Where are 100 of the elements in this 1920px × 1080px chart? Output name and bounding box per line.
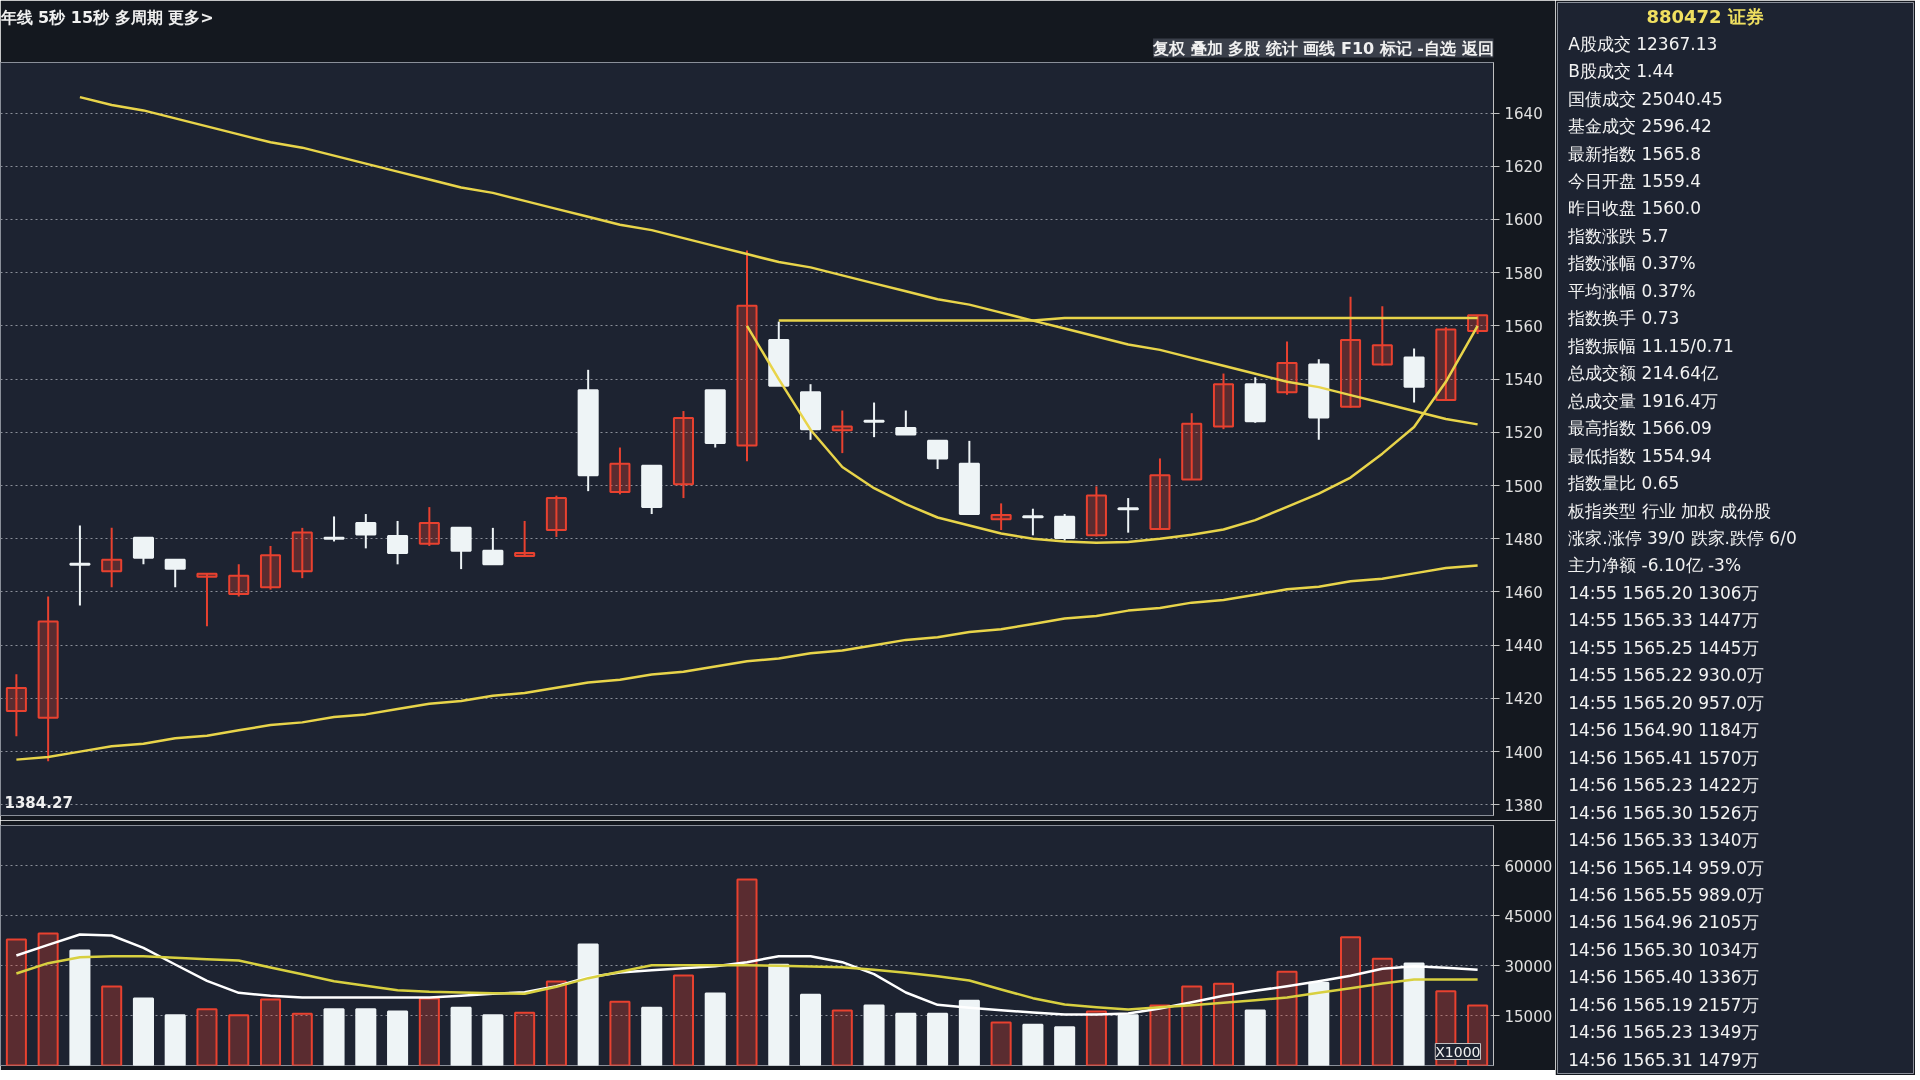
bar bbox=[800, 993, 822, 1066]
bar bbox=[1117, 1014, 1139, 1066]
text: 14:56 1565.31 1479万 bbox=[1568, 1049, 1759, 1070]
bar bbox=[1181, 985, 1203, 1066]
bar bbox=[927, 1012, 949, 1066]
text: 指数换手 0.73 bbox=[1567, 308, 1680, 329]
candlestick bbox=[418, 506, 440, 547]
y-tick-label: 1440 bbox=[1504, 637, 1543, 656]
text: 主力净额 -6.10亿 -3% bbox=[1568, 555, 1742, 576]
bar bbox=[164, 1014, 186, 1066]
bar bbox=[1212, 982, 1235, 1066]
bar bbox=[958, 999, 980, 1066]
text: 最新指数 1565.8 bbox=[1568, 143, 1702, 164]
text: 14:55 1565.25 1445万 bbox=[1568, 637, 1759, 658]
candlestick bbox=[164, 558, 186, 589]
y-tick-label: 1640 bbox=[1504, 105, 1543, 124]
bar bbox=[1085, 1010, 1107, 1066]
candlestick bbox=[132, 536, 154, 566]
y-tick-label: 30000 bbox=[1504, 957, 1553, 976]
bar bbox=[323, 1008, 345, 1066]
text: 14:56 1564.96 2105万 bbox=[1568, 912, 1759, 933]
text: 国债成交 25040.45 bbox=[1568, 88, 1723, 109]
candlestick bbox=[355, 513, 377, 550]
candlestick bbox=[387, 519, 409, 566]
bar bbox=[545, 980, 567, 1066]
bar bbox=[609, 1000, 631, 1066]
text: 880472 证券 bbox=[1646, 5, 1764, 27]
y-tick-label: 1560 bbox=[1504, 317, 1543, 336]
text: 14:56 1565.19 2157万 bbox=[1568, 994, 1759, 1015]
text: 最高指数 1566.09 bbox=[1568, 418, 1712, 439]
text: 涨家.涨停 39/0 跌家.跌停 6/0 bbox=[1568, 528, 1797, 548]
bar bbox=[1244, 1009, 1266, 1066]
y-tick-label: 1400 bbox=[1504, 743, 1543, 762]
bar bbox=[228, 1014, 250, 1066]
text: 指数涨跌 5.7 bbox=[1567, 225, 1669, 246]
text: 指数振幅 11.15/0.71 bbox=[1567, 335, 1734, 356]
text: 14:56 1565.14 959.0万 bbox=[1568, 857, 1764, 878]
candlestick bbox=[1276, 340, 1298, 396]
candlestick bbox=[514, 519, 536, 558]
text: 14:56 1565.23 1422万 bbox=[1568, 775, 1759, 796]
candlestick bbox=[927, 439, 949, 471]
candlestick bbox=[323, 515, 345, 543]
candlestick bbox=[990, 502, 1012, 531]
text: 年线 5秒 15秒 多周期 更多> bbox=[0, 7, 214, 27]
candlestick bbox=[1340, 295, 1362, 409]
y-tick-label: 1540 bbox=[1504, 371, 1543, 390]
y-tick-label: 15000 bbox=[1504, 1007, 1553, 1026]
line-series bbox=[15, 954, 1479, 1011]
text: 指数量比 0.65 bbox=[1567, 473, 1680, 494]
candlestick bbox=[863, 401, 885, 439]
bar bbox=[1340, 936, 1362, 1066]
bar bbox=[291, 1012, 313, 1066]
candlestick bbox=[482, 526, 504, 566]
bar bbox=[704, 992, 726, 1066]
bar bbox=[387, 1010, 409, 1066]
y-tick-label: 1600 bbox=[1504, 211, 1543, 230]
text: 指数涨幅 0.37% bbox=[1567, 253, 1696, 274]
candlestick bbox=[1435, 326, 1457, 401]
bar bbox=[482, 1014, 504, 1066]
bar bbox=[1403, 962, 1425, 1066]
text: B股成交 1.44 bbox=[1568, 61, 1675, 82]
text: 14:56 1565.33 1340万 bbox=[1568, 830, 1759, 851]
candlestick bbox=[1371, 305, 1393, 367]
text: 复权 叠加 多股 统计 画线 F10 标记 -自选 返回 bbox=[1152, 38, 1494, 58]
candlestick bbox=[609, 446, 631, 496]
candlestick bbox=[1022, 507, 1044, 537]
bar bbox=[895, 1012, 917, 1066]
bar bbox=[1276, 970, 1298, 1066]
text: 今日开盘 1559.4 bbox=[1568, 171, 1702, 191]
bar bbox=[101, 985, 123, 1066]
candlestick bbox=[291, 526, 313, 580]
candlestick bbox=[5, 673, 27, 738]
candlestick bbox=[1181, 412, 1203, 481]
text: 14:55 1565.33 1447万 bbox=[1568, 610, 1759, 631]
text: 14:56 1565.55 989.0万 bbox=[1568, 885, 1764, 905]
text: 14:56 1565.30 1526万 bbox=[1568, 802, 1759, 823]
text: 总成交量 1916.4万 bbox=[1567, 390, 1719, 411]
bar bbox=[450, 1006, 472, 1066]
candlestick bbox=[831, 409, 853, 455]
text: 14:55 1565.22 930.0万 bbox=[1568, 665, 1764, 686]
bar bbox=[1054, 1026, 1076, 1066]
bar bbox=[259, 998, 282, 1066]
y-tick-label: 1520 bbox=[1504, 424, 1543, 443]
candlestick bbox=[1149, 457, 1171, 531]
text: 最低指数 1554.94 bbox=[1568, 445, 1712, 466]
text: A股成交 12367.13 bbox=[1568, 33, 1718, 54]
candlestick bbox=[450, 526, 472, 571]
bar bbox=[1371, 957, 1393, 1066]
bar bbox=[69, 949, 91, 1066]
y-tick-label: 60000 bbox=[1504, 857, 1553, 876]
text: 基金成交 2596.42 bbox=[1568, 116, 1712, 137]
bar bbox=[355, 1008, 377, 1066]
bar bbox=[37, 932, 59, 1066]
bar bbox=[1149, 1004, 1171, 1066]
text: 14:55 1565.20 957.0万 bbox=[1568, 692, 1764, 713]
candlestick bbox=[37, 595, 59, 763]
bar bbox=[736, 878, 758, 1066]
y-tick-label: 45000 bbox=[1504, 907, 1553, 926]
annotation: 1384.27 bbox=[4, 793, 73, 812]
text: 昨日收盘 1560.0 bbox=[1568, 198, 1702, 219]
